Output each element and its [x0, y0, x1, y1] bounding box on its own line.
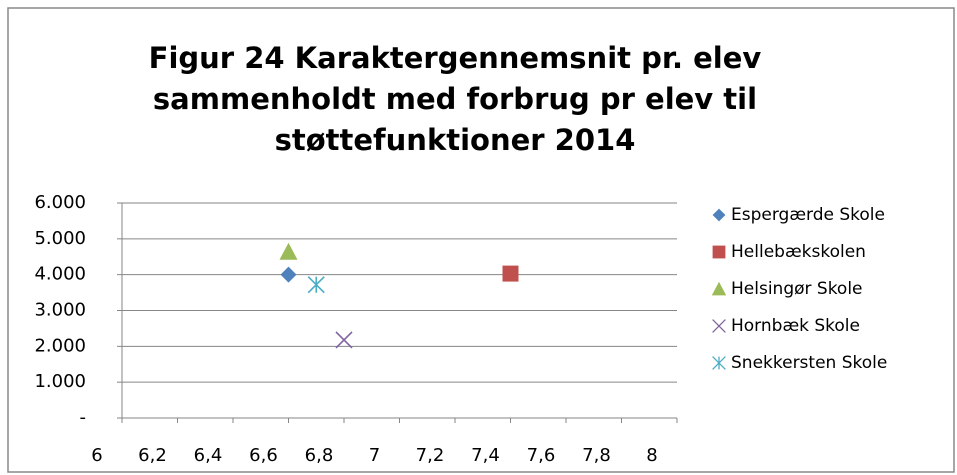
x-tick-label: 6 [91, 445, 102, 466]
x-tick-label: 8 [646, 445, 657, 466]
legend-marker [712, 319, 726, 333]
x-tick-label: 6,6 [249, 445, 278, 466]
x-tick-label: 7,2 [416, 445, 445, 466]
x-tick-label: 6,4 [194, 445, 223, 466]
y-tick-label: 5.000 [34, 228, 86, 249]
x-tick-label: 7,6 [527, 445, 556, 466]
chart-border [7, 7, 955, 473]
legend-label: Hellebækskolen [731, 242, 866, 262]
legend-label: Helsingør Skole [731, 279, 863, 299]
legend-label: Espergærde Skole [731, 205, 885, 225]
legend-label: Hornbæk Skole [731, 316, 860, 336]
legend-label: Snekkersten Skole [731, 353, 887, 373]
x-tick-label: 7,8 [582, 445, 611, 466]
y-tick-label: 2.000 [34, 335, 86, 356]
y-tick-label: 3.000 [34, 300, 86, 321]
legend-marker [712, 245, 726, 259]
x-tick-label: 7 [369, 445, 380, 466]
x-tick-label: 6,2 [138, 445, 167, 466]
x-tick-label: 6,8 [305, 445, 334, 466]
y-tick-label: 6.000 [34, 192, 86, 213]
x-tick-label: 7,4 [471, 445, 500, 466]
marker [335, 331, 353, 349]
marker [279, 242, 298, 260]
chart-title: støttefunktioner 2014 [275, 123, 636, 157]
legend-marker [711, 281, 727, 296]
y-tick-label: - [80, 407, 87, 428]
y-tick-label: 1.000 [34, 371, 86, 392]
legend-marker [712, 356, 726, 370]
marker [502, 265, 519, 282]
chart-title: Figur 24 Karaktergennemsnit pr. elev [149, 41, 762, 75]
marker [280, 266, 297, 283]
marker [307, 276, 325, 294]
y-tick-label: 4.000 [34, 264, 86, 285]
chart-title: sammenholdt med forbrug pr elev til [153, 82, 757, 116]
